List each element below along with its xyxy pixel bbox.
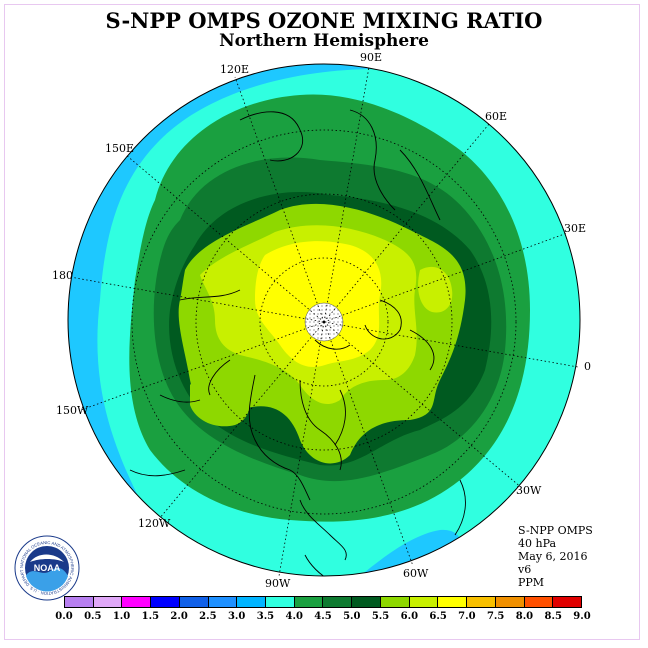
colorbar-tick-label: 8.0 <box>515 611 534 622</box>
longitude-labels: 90E 60E 30E 0 30W 60W 90W 120W 150W 180 … <box>52 51 591 590</box>
band-5.5-patch <box>190 373 251 427</box>
colorbar-tick-label: 1.0 <box>112 611 131 622</box>
info-version: v6 <box>518 563 532 576</box>
colorbar-swatch <box>208 597 238 607</box>
figure-frame <box>4 4 640 640</box>
colorbar-tick-label: 3.5 <box>256 611 275 622</box>
lon-label-60e: 60E <box>485 110 507 123</box>
graticule <box>69 66 579 577</box>
lon-label-150w: 150W <box>56 404 89 417</box>
colorbar-tick-label: 0.5 <box>84 611 102 622</box>
colorbar-tick-label: 8.5 <box>544 611 562 622</box>
colorbar-tick-label: 7.0 <box>458 611 476 622</box>
lon-label-30w: 30W <box>516 484 542 497</box>
map-title: S-NPP OMPS OZONE MIXING RATIO <box>105 8 543 33</box>
lon-label-120e: 120E <box>220 63 249 76</box>
colorbar-swatch <box>380 597 410 607</box>
colorbar-swatch <box>237 597 267 607</box>
noaa-logo-ring-text: NATIONAL OCEANIC AND ATMOSPHERIC ADMINIS… <box>0 0 75 596</box>
ozone-field <box>68 64 580 576</box>
colorbar-tick-label: 4.0 <box>285 611 303 622</box>
band-6.0-patch <box>418 266 453 313</box>
colorbar-swatch <box>495 597 525 607</box>
colorbar <box>64 596 582 608</box>
colorbar-swatch <box>438 597 468 607</box>
colorbar-tick-label: 6.5 <box>429 611 447 622</box>
colorbar-swatch <box>266 597 295 607</box>
coastlines <box>129 109 466 576</box>
colorbar-swatch <box>409 597 439 607</box>
colorbar-tick-label: 1.5 <box>141 611 160 622</box>
lon-label-120w: 120W <box>138 517 171 530</box>
lon-label-150e: 150E <box>105 142 134 155</box>
colorbar-swatch <box>294 597 324 607</box>
colorbar-swatch <box>352 597 381 607</box>
hemisphere-boundary <box>67 63 581 577</box>
lon-label-30e: 30E <box>564 222 586 235</box>
info-pressure: 40 hPa <box>518 537 557 550</box>
info-units: PPM <box>518 576 545 589</box>
colorbar-swatch <box>122 597 152 607</box>
colorbar-swatch <box>553 597 581 607</box>
colorbar-tick-label: 0.0 <box>55 611 73 622</box>
colorbar-tick-label: 9.0 <box>573 611 591 622</box>
colorbar-tick-label: 6.0 <box>400 611 419 622</box>
colorbar-swatch <box>65 597 94 607</box>
lon-label-180: 180 <box>52 269 73 282</box>
lon-label-90w: 90W <box>265 577 291 590</box>
colorbar-tick-label: 7.5 <box>486 611 505 622</box>
colorbar-tick-label: 2.0 <box>170 611 188 622</box>
info-instrument: S-NPP OMPS <box>518 524 593 537</box>
colorbar-tick-label: 5.5 <box>371 611 390 622</box>
colorbar-tick-label: 5.0 <box>343 611 361 622</box>
info-block: S-NPP OMPS 40 hPa May 6, 2016 v6 PPM <box>518 524 593 589</box>
lon-label-0: 0 <box>584 360 591 373</box>
colorbar-swatch <box>467 597 496 607</box>
colorbar-swatch <box>179 597 209 607</box>
colorbar-swatch <box>524 597 554 607</box>
colorbar-swatch <box>151 597 180 607</box>
lon-label-90e: 90E <box>360 51 382 64</box>
lon-label-60w: 60W <box>403 567 429 580</box>
colorbar-tick-label: 3.0 <box>227 611 246 622</box>
svg-text:NATIONAL OCEANIC AND ATMOSPHER: NATIONAL OCEANIC AND ATMOSPHERIC ADMINIS… <box>0 0 75 596</box>
map-subtitle: Northern Hemisphere <box>219 31 429 51</box>
colorbar-swatch <box>323 597 353 607</box>
colorbar-tick-label: 2.5 <box>199 611 217 622</box>
colorbar-labels: 0.0 0.5 1.0 1.5 2.0 2.5 3.0 3.5 4.0 4.5 5.0 5.5 6.0 6… <box>55 611 590 625</box>
colorbar-swatch <box>93 597 123 607</box>
noaa-logo-text: NOAA <box>34 563 61 573</box>
noaa-logo: NOAA NATIONAL OCEANIC AND ATMOSPHERIC AD… <box>0 0 80 601</box>
colorbar-tick-label: 4.5 <box>314 611 332 622</box>
info-date: May 6, 2016 <box>518 550 588 563</box>
